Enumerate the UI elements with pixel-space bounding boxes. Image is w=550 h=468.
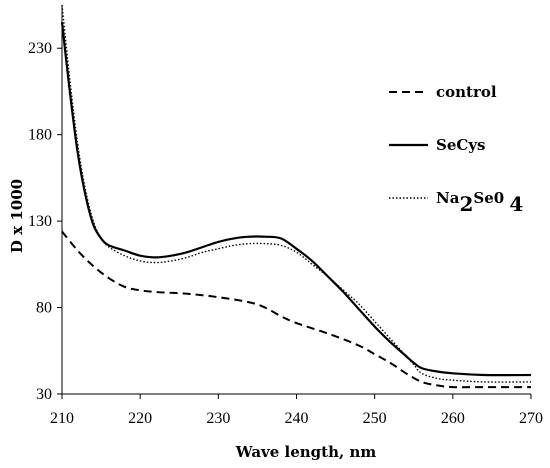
y-axis-title: D x 1000 bbox=[8, 179, 26, 253]
x-tick-label: 240 bbox=[285, 410, 309, 427]
x-tick-label: 250 bbox=[363, 410, 387, 427]
x-tick-label: 270 bbox=[519, 410, 543, 427]
plot-area: 30 80 130 180 230 210 220 230 240 250 260 270 bbox=[28, 5, 543, 427]
series-line-secys bbox=[60, 22, 532, 377]
legend-label-part-sub4: 4 bbox=[509, 192, 523, 216]
legend-label-control: control bbox=[436, 83, 497, 101]
legend-label-part-na: Na bbox=[436, 189, 460, 207]
legend-label-part-se0: Se0 bbox=[473, 189, 509, 207]
y-tick-label: 180 bbox=[28, 127, 52, 144]
y-tick-label: 130 bbox=[28, 213, 52, 230]
series-line-control bbox=[61, 230, 531, 389]
x-tick-label: 220 bbox=[128, 410, 152, 427]
x-tick-label: 260 bbox=[441, 410, 465, 427]
y-tick-label: 30 bbox=[36, 386, 52, 403]
y-tick-label: 80 bbox=[36, 300, 52, 317]
x-tick-label: 210 bbox=[50, 410, 74, 427]
x-axis-title: Wave length, nm bbox=[235, 443, 377, 461]
y-tick-label: 230 bbox=[28, 40, 52, 57]
legend: control SeCys Na2Se0 4 bbox=[389, 83, 523, 216]
legend-label-part-sub2: 2 bbox=[459, 192, 473, 216]
x-tick-label: 230 bbox=[206, 410, 230, 427]
legend-label-na2se04: Na2Se0 4 bbox=[436, 189, 523, 216]
series-line-na2se04 bbox=[61, 4, 532, 383]
series-layer bbox=[60, 4, 532, 389]
legend-label-secys: SeCys bbox=[436, 136, 485, 154]
